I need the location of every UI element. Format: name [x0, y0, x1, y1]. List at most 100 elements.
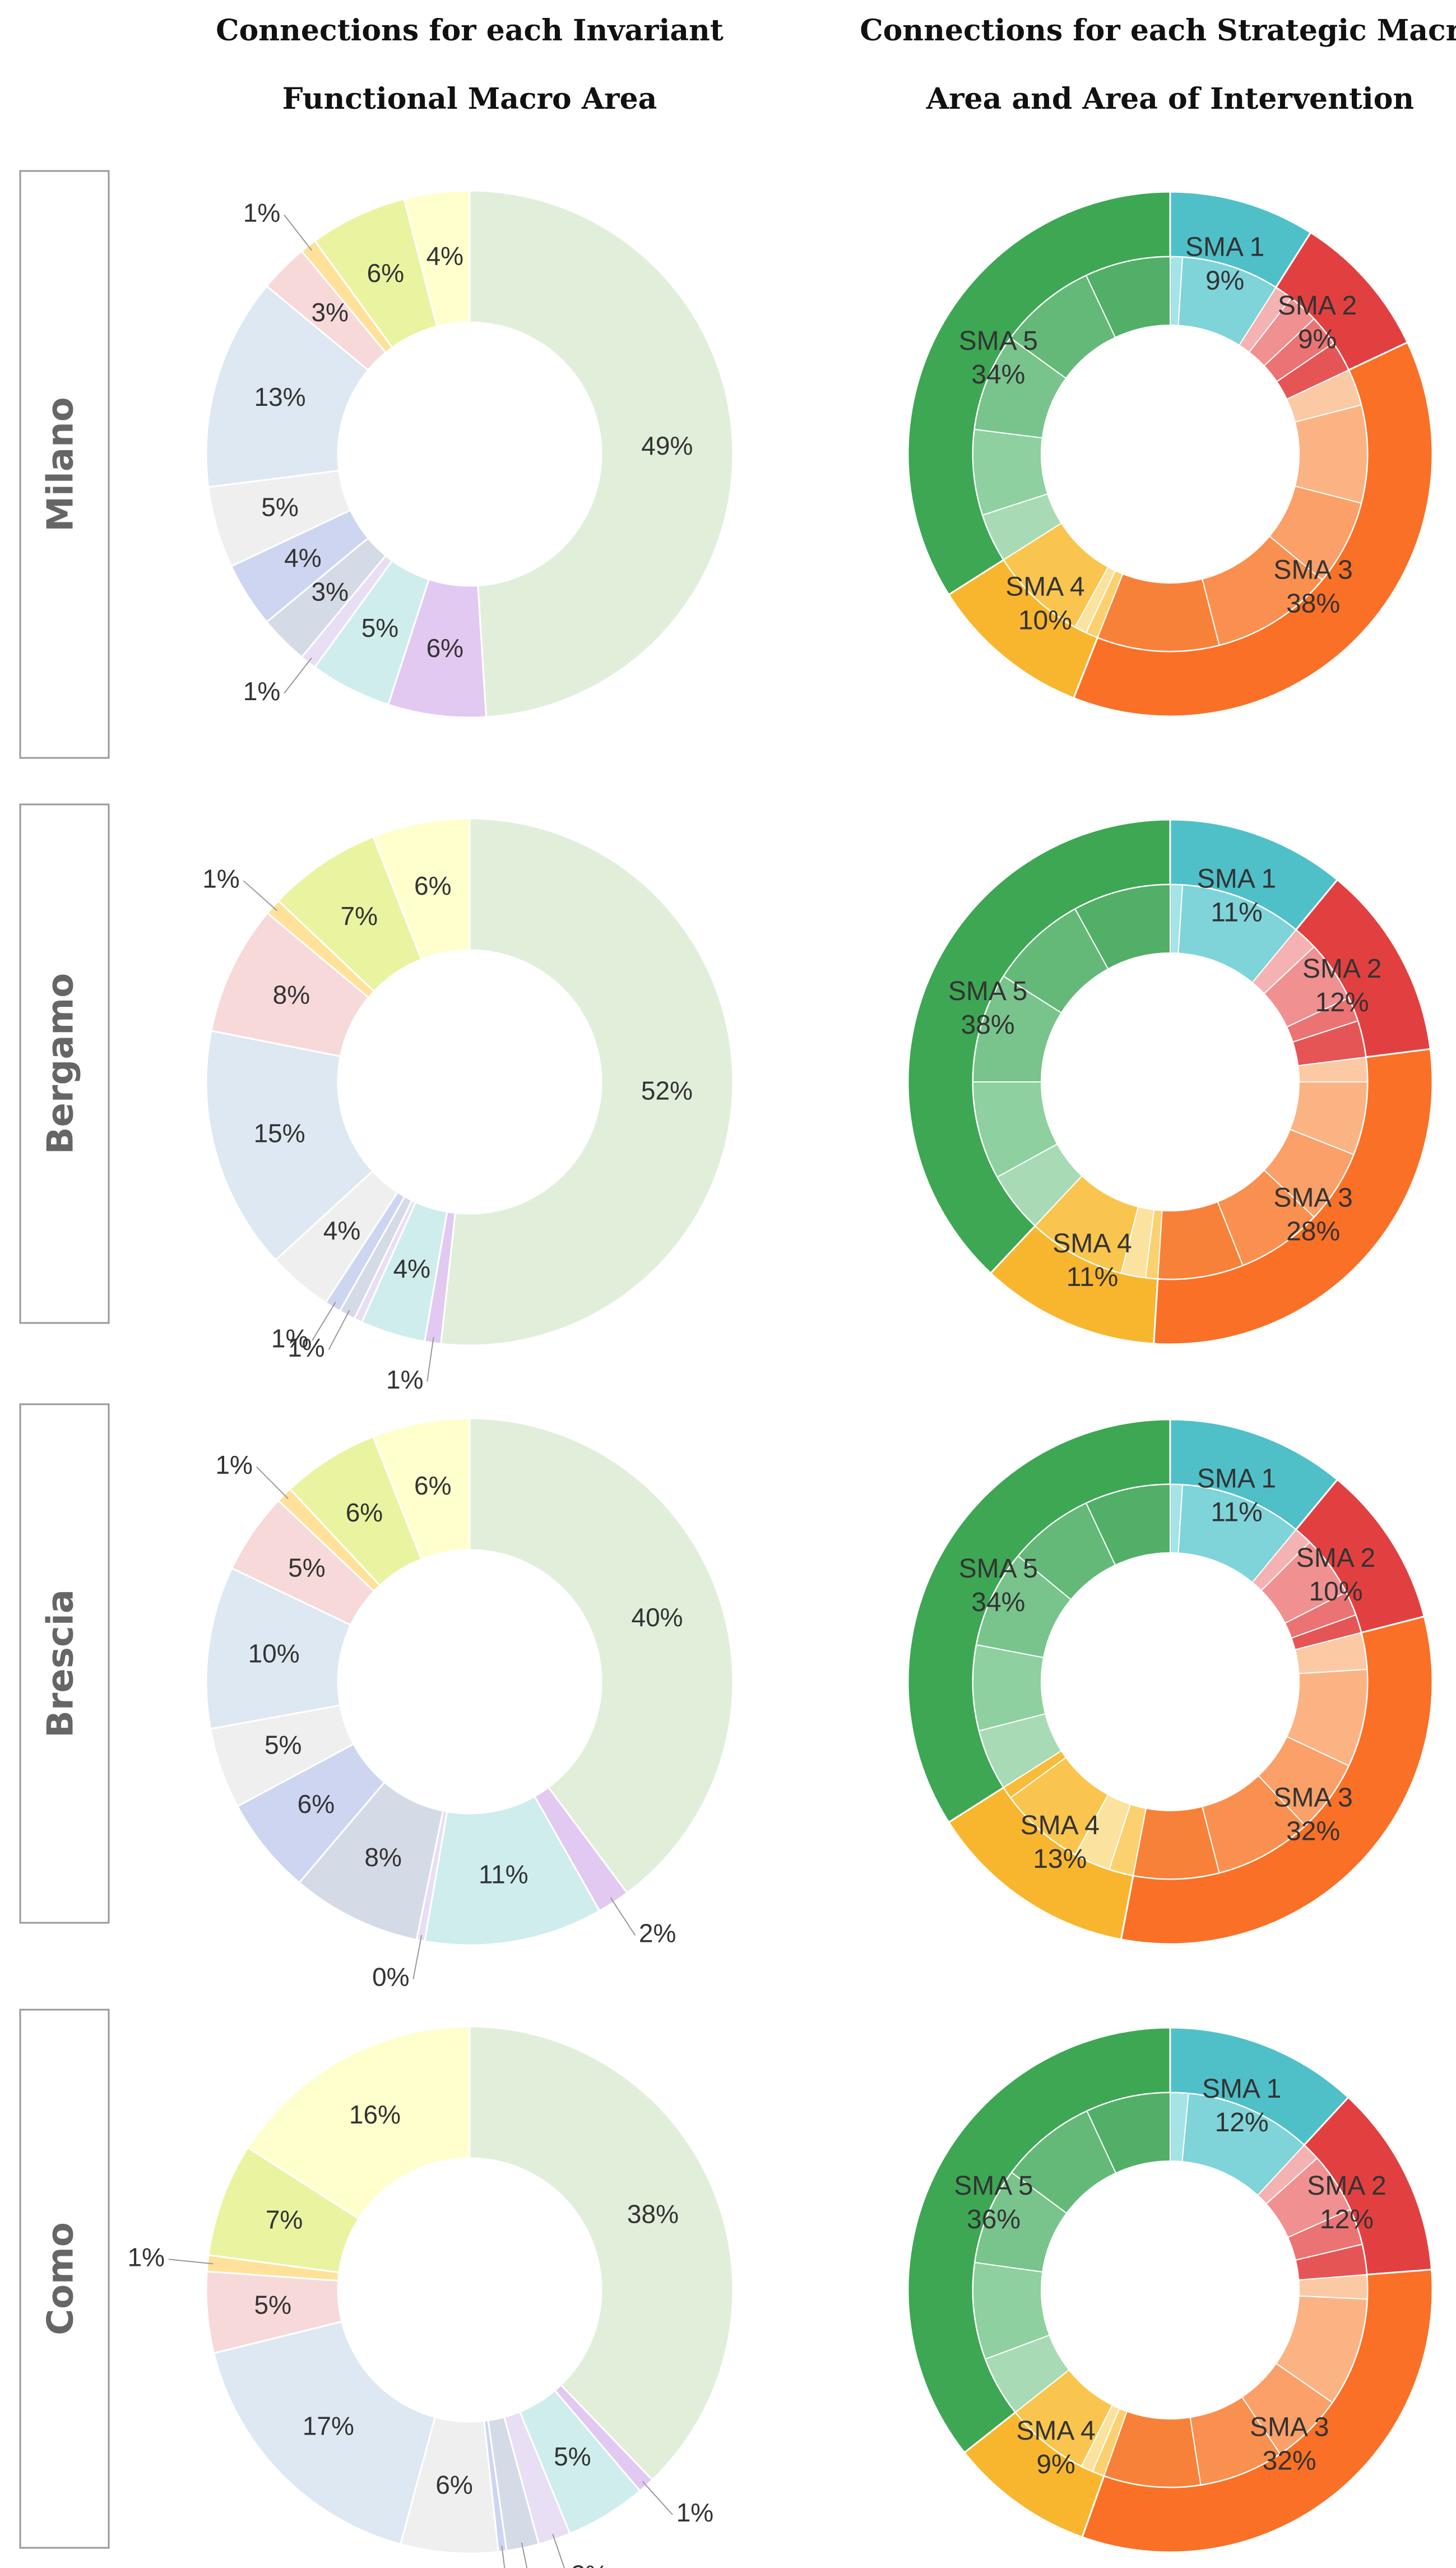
sma-percent-label: 12%	[1315, 988, 1369, 1017]
leader-line	[552, 2534, 565, 2568]
fma-slice	[372, 817, 471, 961]
leader-line	[521, 2542, 528, 2568]
sma-inner-slice	[1086, 2092, 1171, 2174]
sma-donut: SMA 1 11% SMA 2 10% SMA 3 32% SMA 4 13% SMA 5 34%	[907, 1418, 1434, 1945]
fma-slice-label: 6%	[426, 633, 463, 663]
right-column-title-line1: Connections for each Strategic Macro	[860, 13, 1456, 48]
fma-slice-label: 5%	[265, 1730, 302, 1759]
row-label: Brescia	[40, 1589, 82, 1738]
fma-slice-label: 6%	[435, 2470, 472, 2500]
fma-donut: 49% 6% 5% 1% 3% 4% 5% 13% 3% 1% 6% 4%	[205, 189, 734, 719]
sma-name-label: SMA 1	[1197, 1464, 1276, 1493]
fma-slice-label: 52%	[641, 1076, 693, 1105]
sma-percent-label: 10%	[1309, 1577, 1362, 1607]
row-label-box	[19, 170, 110, 759]
sma-percent-label: 38%	[961, 1010, 1015, 1040]
sma-name-label: SMA 4	[1005, 572, 1084, 601]
fma-slice-label: 1%	[288, 1333, 324, 1362]
sma-name-label: SMA 3	[1273, 1783, 1352, 1812]
fma-slice	[423, 1795, 601, 1946]
fma-slice-label: 1%	[271, 1324, 308, 1353]
leader-line	[501, 2546, 506, 2568]
row-label: Milano	[40, 397, 82, 531]
row-label-box	[19, 1403, 110, 1924]
sma-outer-slice	[1072, 341, 1434, 718]
fma-slice-label: 1%	[243, 677, 280, 706]
fma-slice	[403, 189, 471, 328]
fma-slice-label: 49%	[641, 431, 693, 460]
fma-slice-label: 5%	[288, 1553, 325, 1583]
chart-rows: Milano 49%6%5%1%3%4%5%13%3%1%6%4% SMA 19%S…	[19, 170, 1434, 2568]
sma-inner-slice	[1074, 883, 1171, 970]
fma-slice-label: 8%	[273, 980, 310, 1009]
fma-slice-label: 1%	[128, 2242, 165, 2271]
fma-slice	[247, 2025, 471, 2220]
sma-name-label: SMA 5	[948, 977, 1027, 1006]
sma-percent-label: 12%	[1320, 2205, 1374, 2234]
sma-percent-label: 9%	[1298, 325, 1337, 354]
sma-name-label: SMA 4	[1021, 1811, 1100, 1840]
sma-name-label: SMA 3	[1273, 1183, 1352, 1213]
leader-line	[256, 1466, 289, 1500]
leader-line	[243, 880, 277, 911]
fma-slice-label: 4%	[284, 543, 321, 572]
fma-slice	[440, 817, 734, 1347]
sma-percent-label: 11%	[1067, 1262, 1119, 1292]
fma-slice-label: 16%	[349, 2100, 401, 2129]
sma-percent-label: 34%	[971, 1588, 1025, 1617]
fma-slice-label: 1%	[386, 1365, 423, 1394]
fma-slice-label: 10%	[248, 1639, 300, 1668]
leader-line	[312, 1302, 336, 1341]
sma-name-label: SMA 1	[1202, 2074, 1281, 2104]
sma-percent-label: 34%	[971, 360, 1025, 390]
fma-slice-label: 1%	[676, 2498, 713, 2527]
fma-slice-label: 1%	[215, 1450, 252, 1479]
fma-slice-label: 38%	[627, 2199, 679, 2228]
sma-percent-label: 11%	[1211, 897, 1263, 927]
fma-slice-label: 1%	[202, 864, 239, 893]
sma-name-label: SMA 2	[1278, 291, 1357, 321]
sma-name-label: SMA 5	[954, 2171, 1033, 2201]
sma-donut: SMA 1 9% SMA 2 9% SMA 3 38% SMA 4 10% SMA 5 34%	[907, 191, 1434, 718]
fma-slice-label: 5%	[254, 2290, 291, 2319]
row-label-box	[19, 2009, 110, 2549]
leader-line	[610, 1897, 636, 1936]
fma-slice	[469, 2025, 734, 2481]
fma-slice	[205, 285, 370, 488]
sma-name-label: SMA 3	[1250, 2413, 1329, 2442]
left-column-title-line2: Functional Macro Area	[282, 82, 657, 116]
sma-percent-label: 9%	[1205, 266, 1244, 296]
fma-slice-label: 13%	[254, 382, 305, 411]
row-label-box	[19, 803, 110, 1324]
sma-name-label: SMA 1	[1185, 233, 1264, 262]
leader-line	[426, 1337, 434, 1382]
sma-percent-label: 13%	[1033, 1844, 1087, 1874]
fma-slice-label: 2%	[571, 2560, 608, 2568]
leader-line	[328, 1310, 350, 1350]
sma-percent-label: 28%	[1286, 1216, 1340, 1246]
fma-slice-label: 1%	[243, 198, 280, 227]
fma-slice-label: 2%	[639, 1918, 676, 1947]
fma-slice-label: 3%	[312, 298, 349, 327]
fma-slice-label: 6%	[298, 1789, 335, 1819]
sma-name-label: SMA 5	[959, 1554, 1038, 1584]
sma-name-label: SMA 4	[1052, 1229, 1132, 1258]
fma-slice	[469, 189, 734, 718]
row-label: Como	[40, 2222, 82, 2335]
fma-donut: 52%1%4%1%1%4%15%8%1%7%6%	[202, 817, 734, 1394]
sma-percent-label: 9%	[1036, 2450, 1075, 2479]
sma-percent-label: 32%	[1263, 2446, 1316, 2476]
fma-slice	[212, 2320, 437, 2546]
sma-name-label: SMA 2	[1307, 2171, 1386, 2201]
sma-name-label: SMA 5	[959, 326, 1038, 356]
fma-donut: 40% 2% 11% 0% 8% 6% 5% 10% 5% 1% 6% 6%	[205, 1417, 734, 1992]
fma-slice-label: 6%	[367, 258, 404, 288]
fma-slice-label: 11%	[479, 1859, 528, 1889]
fma-slice-label: 5%	[361, 613, 398, 642]
sma-percent-label: 12%	[1215, 2108, 1269, 2137]
sma-inner-slice	[1085, 1483, 1171, 1566]
fma-slice-label: 7%	[340, 901, 377, 931]
fma-slice-label: 6%	[414, 1471, 451, 1500]
fma-donut: 38%1%5%2%2%0%6%17%5%1%7%16%	[128, 2025, 734, 2568]
